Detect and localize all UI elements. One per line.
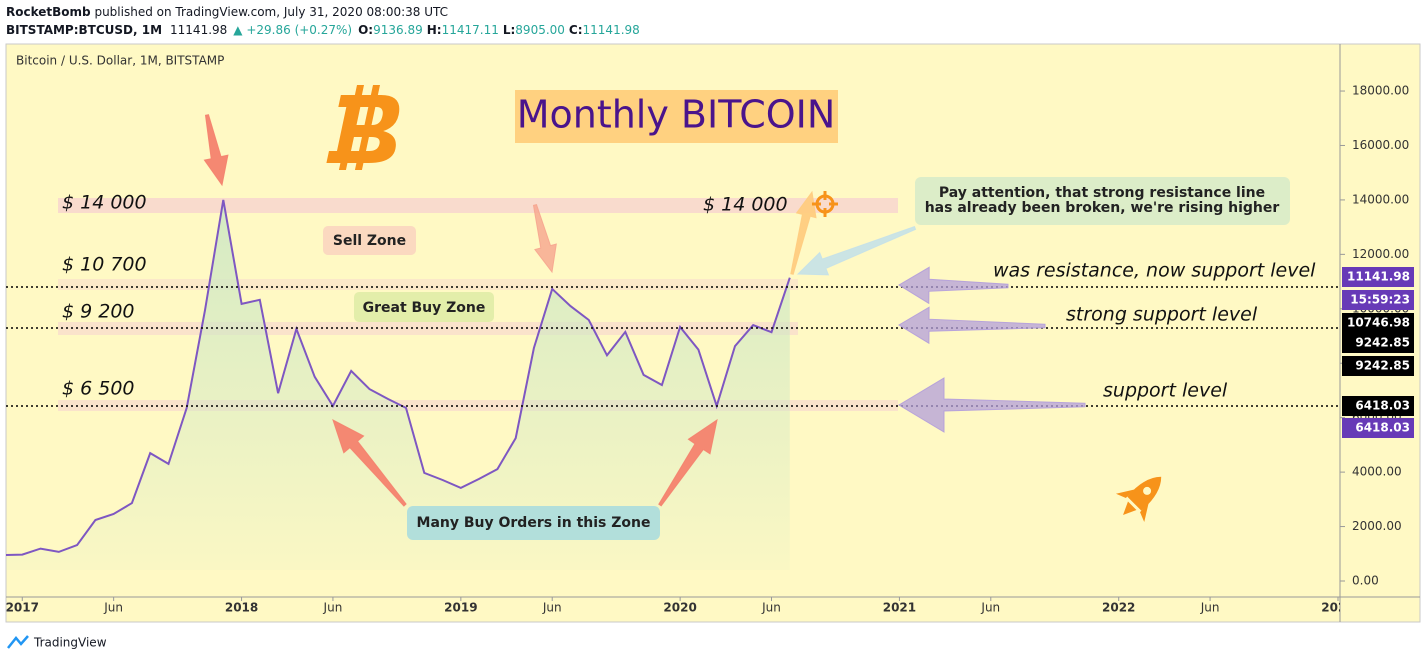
annotation-box <box>354 292 494 322</box>
symbol: BITSTAMP:BTCUSD, 1M <box>6 23 162 37</box>
price-label: 11141.98 <box>1347 270 1410 284</box>
quote-key: L: <box>503 23 515 37</box>
price-label: 6418.03 <box>1355 399 1410 413</box>
last: 11141.98 <box>170 23 227 37</box>
arrows <box>203 114 1086 507</box>
published: published on TradingView.com, July 31, 2… <box>94 5 448 19</box>
chart-title: Bitcoin / U.S. Dollar, 1M, BITSTAMP <box>16 54 224 68</box>
quote-line: BITSTAMP:BTCUSD, 1M 11141.98 ▲ +29.86 (+0.… <box>6 23 640 37</box>
level-label: $ 6 500 <box>62 378 135 400</box>
x-tick-label: Jun <box>980 601 1000 615</box>
quote-value: 9136.89 <box>373 23 423 37</box>
price-label-box <box>1342 333 1414 353</box>
footer-logo <box>7 635 29 649</box>
headline: Monthly BITCOIN <box>517 93 836 137</box>
annotation: Sell Zone <box>333 233 406 249</box>
x-tick-label: 2019 <box>444 601 477 615</box>
annotation-box <box>915 177 1290 225</box>
x-tick-label: Jun <box>1200 601 1220 615</box>
change: ▲ +29.86 (+0.27%) <box>233 23 352 37</box>
arrow <box>796 225 917 276</box>
arrow <box>332 418 407 507</box>
x-tick-label: 2017 <box>6 601 39 615</box>
price-label: 6418.03 <box>1355 421 1410 435</box>
x-tick-label: 2023 <box>1321 601 1354 615</box>
publisher: RocketBomb <box>6 5 91 19</box>
level-note: strong support level <box>1066 304 1258 326</box>
annotation: Pay attention, that strong resistance li… <box>939 185 1265 201</box>
price-label: 9242.85 <box>1355 336 1410 350</box>
price-label: 15:59:23 <box>1350 293 1410 307</box>
plot <box>6 199 791 570</box>
y-tick-label: 0.00 <box>1352 573 1379 587</box>
x-tick-label: 2022 <box>1102 601 1135 615</box>
annotation-box <box>323 226 416 255</box>
price-label-box <box>1342 356 1414 376</box>
price-label-box <box>1342 313 1414 333</box>
bitcoin-logo <box>326 85 400 170</box>
price-label-box <box>1342 290 1414 310</box>
zone-band <box>58 198 898 213</box>
y-tick-label: 16000.00 <box>1352 138 1409 152</box>
arrow <box>532 203 557 274</box>
quote-key: C: <box>569 23 583 37</box>
price-label: 9242.85 <box>1355 359 1410 373</box>
price-label-box <box>1342 396 1414 416</box>
level-note: was resistance, now support level <box>993 260 1316 282</box>
annotation: Great Buy Zone <box>363 300 486 316</box>
quote-value: 11417.11 <box>442 23 499 37</box>
level-label: $ 9 200 <box>62 301 135 323</box>
price-label: 10746.98 <box>1347 316 1410 330</box>
x-tick-label: Jun <box>323 601 343 615</box>
level-label: $ 10 700 <box>62 254 147 276</box>
arrow <box>203 114 229 187</box>
y-tick-label: 14000.00 <box>1352 192 1409 206</box>
zone-band <box>58 279 798 290</box>
footer-brand: TradingView <box>33 636 107 650</box>
x-tick-label: Jun <box>542 601 562 615</box>
arrow <box>898 266 1009 305</box>
y-tick-label: 12000.00 <box>1352 247 1409 261</box>
headline-box <box>515 90 838 143</box>
annotation: has already been broken, we're rising hi… <box>925 200 1280 216</box>
target-icon <box>812 191 838 217</box>
price-labels: 11141.98 15:59:23 10746.98 9242.85 9242.85 64… <box>1342 267 1414 438</box>
arrow <box>658 418 718 507</box>
quote-value: 8905.00 <box>515 23 565 37</box>
time-axis: 2017 Jun 2018 Jun 2019 Jun 2020 Jun 2021 Jun 2022 J… <box>6 597 1354 615</box>
header-line: RocketBomb published on TradingView.com,… <box>6 5 448 19</box>
y-tick-label: 4000.00 <box>1352 465 1402 479</box>
level-label: $ 14 000 <box>62 192 147 214</box>
x-tick-label: Jun <box>761 601 781 615</box>
quote-value: 11141.98 <box>583 23 640 37</box>
annotation-box <box>407 506 660 540</box>
arrow <box>898 306 1046 345</box>
level-label: $ 14 000 <box>703 194 788 216</box>
x-tick-label: 2018 <box>225 601 258 615</box>
rocket-icon <box>1115 476 1162 523</box>
x-tick-label: Jun <box>103 601 123 615</box>
quote-key: O: <box>358 23 373 37</box>
x-tick-label: 2021 <box>883 601 916 615</box>
level-note: support level <box>1103 380 1228 402</box>
axes: 0.002000.004000.006000.008000.0010000.00… <box>6 84 1409 615</box>
price-label-box <box>1342 267 1414 287</box>
area-fill <box>6 199 790 570</box>
price-line <box>6 199 791 556</box>
y-tick-label: 2000.00 <box>1352 519 1402 533</box>
arrow <box>898 377 1086 433</box>
price-label-box <box>1342 418 1414 438</box>
quote-key: H: <box>427 23 442 37</box>
annotation: Many Buy Orders in this Zone <box>417 515 651 531</box>
y-tick-label: 18000.00 <box>1352 84 1409 98</box>
x-tick-label: 2020 <box>663 601 696 615</box>
arrow <box>790 190 817 275</box>
